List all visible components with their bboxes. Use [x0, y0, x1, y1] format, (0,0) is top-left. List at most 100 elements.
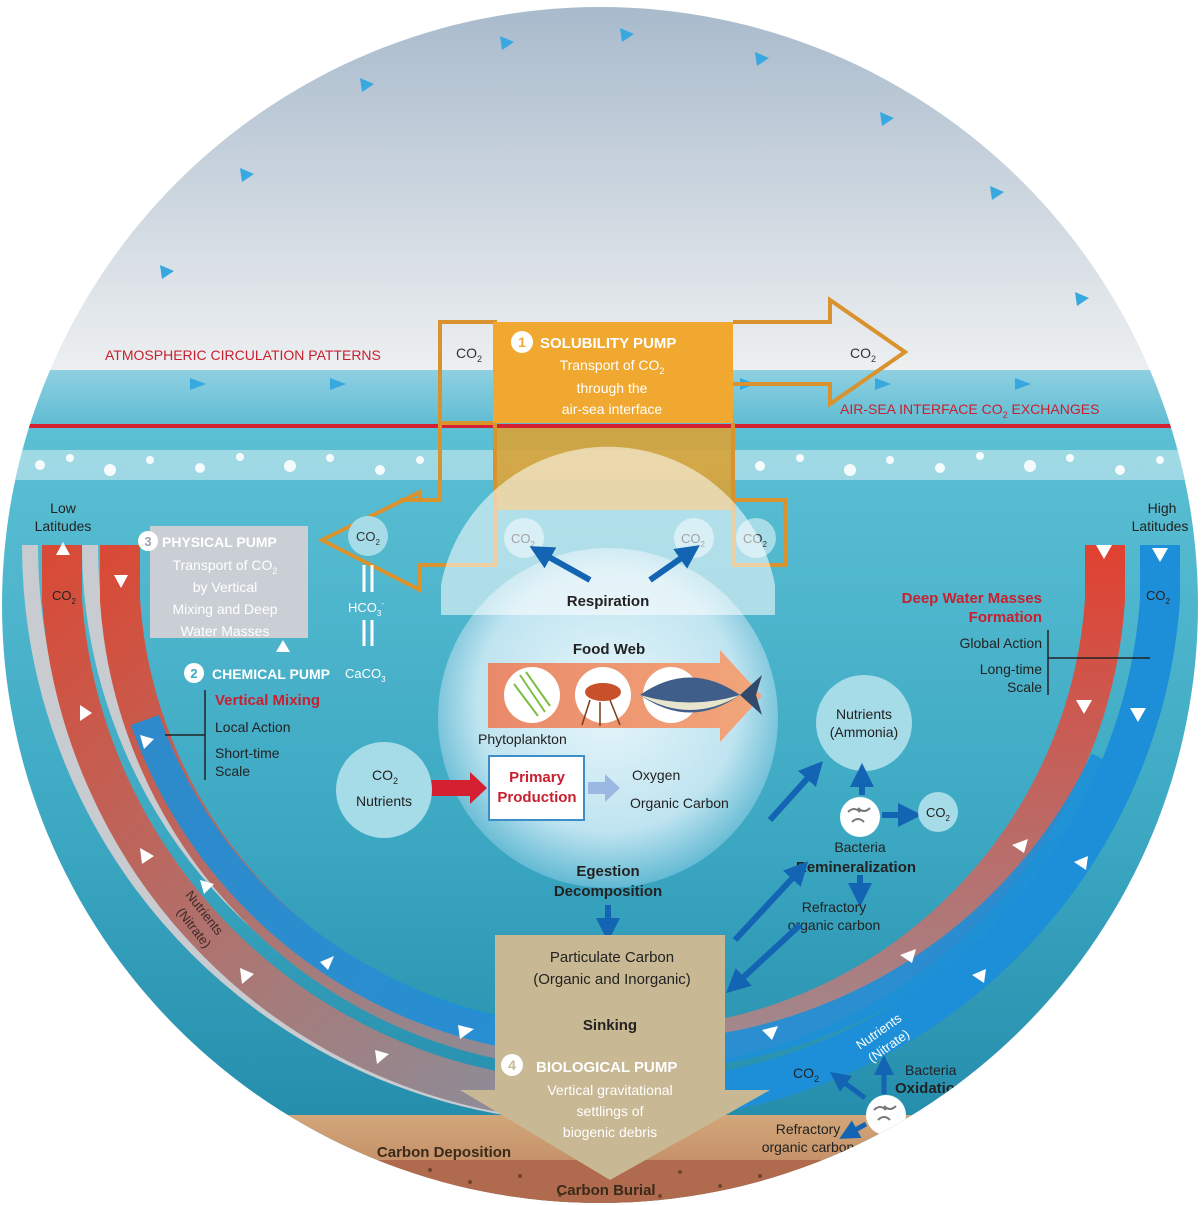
co2-nutrients-label2: Nutrients	[356, 793, 412, 809]
primary-production-label1: Primary	[509, 769, 566, 786]
low-latitudes-bracket	[165, 690, 206, 780]
oxygen-label: Oxygen	[632, 767, 680, 783]
bacteria-icon	[840, 797, 880, 837]
short-time-label1: Short-time	[215, 745, 280, 761]
low-latitudes-co2: CO2	[52, 588, 77, 606]
to-nutrients-arrow	[767, 761, 824, 823]
co2-nutrients-label1: CO2	[372, 767, 398, 786]
bacteria-deep-icon	[866, 1095, 906, 1135]
oxidation-co2-arrow	[829, 1072, 867, 1101]
deep-water-label2: Formation	[969, 609, 1042, 626]
high-latitudes-label1: High	[1148, 500, 1177, 516]
co2-remineral-label: CO2	[926, 805, 951, 823]
hco3-label: HCO3-	[348, 599, 384, 618]
air-sea-interface-label: AIR-SEA INTERFACE CO2 EXCHANGES	[840, 401, 1099, 420]
physical-pump-number: 3	[144, 534, 151, 549]
particulate-label2: (Organic and Inorganic)	[533, 971, 691, 988]
global-action-label: Global Action	[960, 635, 1043, 651]
high-latitudes-co2: CO2	[1146, 588, 1171, 606]
respiration-band	[441, 446, 775, 615]
oxidation-label: Oxidation	[895, 1080, 964, 1097]
deep-water-label1: Deep Water Masses	[902, 590, 1042, 607]
sediment-specks	[428, 1168, 762, 1198]
solubility-pump-badge: 1	[511, 331, 533, 353]
food-web-title: Food Web	[573, 641, 645, 658]
carbon-burial-label: Carbon Burial	[556, 1182, 655, 1199]
solubility-pump-line1: Transport of CO2	[560, 357, 665, 376]
solubility-pump-line2: through the	[577, 380, 648, 396]
deep-refractory-label2: organic carbon	[762, 1139, 855, 1155]
physical-pump-up-arrow	[276, 640, 290, 652]
deep-refractory-label1: Refractory	[776, 1121, 841, 1137]
chemical-equilibria: HCO3- CaCO3	[345, 565, 386, 684]
refractory-label1: Refractory	[802, 899, 867, 915]
particulate-down-arrow	[726, 922, 803, 994]
co2-bubble-chemical: CO2	[356, 529, 381, 547]
respiration-arrow-right	[648, 545, 700, 583]
physical-pump-badge: 3	[138, 531, 158, 551]
high-latitudes-label2: Latitudes	[1132, 518, 1189, 534]
remineralization-label: Remineralization	[796, 859, 916, 876]
biological-pump-title: BIOLOGICAL PUMP	[536, 1059, 677, 1076]
biological-pump-number: 4	[508, 1057, 516, 1073]
deep-bacteria-label: Bacteria	[905, 1062, 957, 1078]
organic-carbon-label: Organic Carbon	[630, 795, 729, 811]
nutrients-ammonia-label2: (Ammonia)	[830, 724, 898, 740]
vertical-mixing-label: Vertical Mixing	[215, 692, 320, 709]
bacteria-label: Bacteria	[834, 839, 886, 855]
biological-pump-badge: 4	[501, 1054, 523, 1076]
high-latitudes-bracket	[1047, 630, 1150, 695]
physical-pump-title: PHYSICAL PUMP	[162, 534, 277, 550]
production-arrow	[588, 774, 620, 802]
oxidation-refractory-arrow	[839, 1120, 868, 1139]
respiration-label: Respiration	[567, 593, 650, 610]
chemical-pump-number: 2	[190, 666, 197, 681]
decomposition-label: Decomposition	[554, 883, 662, 900]
arc-flow-arrows	[56, 542, 1168, 1064]
oxidation-co2-label: CO2	[793, 1065, 819, 1084]
co2-nutrients-bubble	[336, 742, 432, 838]
solubility-pump-number: 1	[518, 334, 526, 350]
co2-atmosphere-left: CO2	[456, 345, 482, 364]
refractory-label2: organic carbon	[788, 917, 881, 933]
egestion-label: Egestion	[576, 863, 639, 880]
nutrients-arrow	[430, 772, 487, 804]
primary-production-box	[488, 755, 585, 821]
local-action-label: Local Action	[215, 719, 291, 735]
nutrients-ammonia-label1: Nutrients	[836, 706, 892, 722]
sinking-label: Sinking	[583, 1017, 637, 1034]
short-time-label2: Scale	[215, 763, 250, 779]
primary-production-label2: Production	[497, 789, 576, 806]
physical-pump-line4: Water Masses	[181, 623, 270, 639]
physical-pump-line2: by Vertical	[193, 579, 258, 595]
sky-background	[2, 7, 1198, 375]
respiration-arrow-left	[529, 546, 592, 583]
particulate-up-arrow	[732, 861, 809, 943]
co2-remineral-bubble	[918, 792, 958, 832]
co2-atmosphere-right: CO2	[850, 345, 876, 364]
wind-arrows	[160, 28, 1089, 306]
biological-pump-line3: biogenic debris	[563, 1124, 657, 1140]
physical-pump-box	[150, 526, 308, 638]
long-time-label1: Long-time	[980, 661, 1042, 677]
plankton-icons	[504, 667, 762, 726]
solubility-pump-title: SOLUBILITY PUMP	[540, 335, 676, 352]
caco3-label: CaCO3	[345, 666, 386, 684]
physical-pump-line3: Mixing and Deep	[172, 601, 277, 617]
low-latitudes-label1: Low	[50, 500, 77, 516]
phytoplankton-label: Phytoplankton	[478, 731, 567, 747]
biological-pump-line1: Vertical gravitational	[547, 1082, 672, 1098]
low-latitudes-label2: Latitudes	[35, 518, 92, 534]
nutrients-ammonia-bubble	[816, 675, 912, 771]
atmospheric-circulation-label: ATMOSPHERIC CIRCULATION PATTERNS	[105, 347, 381, 363]
physical-pump-line1: Transport of CO2	[173, 557, 278, 576]
biological-pump-line2: settlings of	[577, 1103, 644, 1119]
biological-pump-column	[460, 935, 770, 1180]
long-time-label2: Scale	[1007, 679, 1042, 695]
solubility-pump-line3: air-sea interface	[562, 401, 663, 417]
chemical-pump-title: CHEMICAL PUMP	[212, 666, 330, 682]
carbon-deposition-label: Carbon Deposition	[377, 1144, 511, 1161]
particulate-label1: Particulate Carbon	[550, 949, 674, 966]
chemical-pump-badge: 2	[184, 663, 204, 683]
